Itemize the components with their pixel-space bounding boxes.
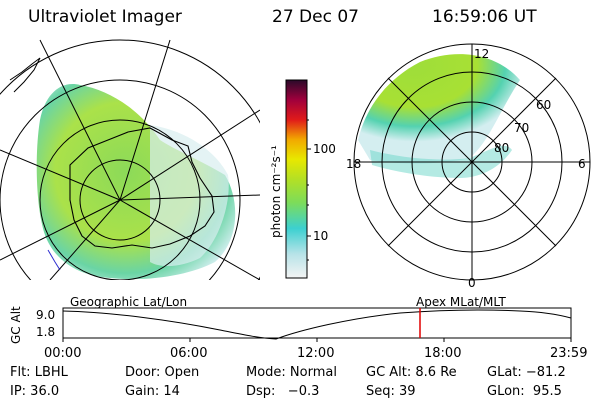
timeline-x-tick-1200: 12:00: [297, 346, 335, 361]
param-ip: IP: 36.0: [10, 384, 60, 399]
lat-label-80: 80: [494, 141, 510, 155]
mlt-label-12: 12: [474, 47, 490, 61]
param-filter: Flt: LBHL: [10, 365, 68, 380]
timeline-y-tick-9: 9.0: [36, 308, 56, 322]
param-seq: Seq: 39: [366, 384, 416, 399]
timeline-y-tick-1.8: 1.8: [36, 325, 56, 339]
date-label: 27 Dec 07: [272, 7, 359, 27]
param-glat: GLat: −81.2: [487, 365, 566, 380]
timeline-left-label: Geographic Lat/Lon: [70, 295, 188, 309]
timeline-right-label: Apex MLat/MLT: [416, 295, 506, 309]
param-dsp: Dsp: −0.3: [246, 384, 320, 399]
param-mode: Mode: Normal: [246, 365, 337, 380]
param-gc-alt: GC Alt: 8.6 Re: [366, 365, 457, 380]
mlt-label-18: 18: [346, 157, 362, 171]
mlt-label-6: 6: [578, 157, 586, 171]
param-gain: Gain: 14: [125, 384, 180, 399]
timeline-x-tick-1800: 18:00: [424, 346, 462, 361]
time-label: 16:59:06 UT: [432, 7, 537, 27]
timeline-y-label: GC Alt: [9, 306, 23, 344]
instrument-title: Ultraviolet Imager: [28, 7, 182, 27]
mlt-label-0: 0: [468, 276, 476, 290]
colorbar-tick-10: 10: [313, 229, 329, 243]
param-glon: GLon: 95.5: [487, 384, 562, 399]
lat-label-60: 60: [536, 98, 552, 112]
timeline-x-tick-0000: 00:00: [44, 346, 82, 361]
timeline-x-tick-2359: 23:59: [550, 346, 588, 361]
param-door: Door: Open: [125, 365, 200, 380]
colorbar-tick-100: 100: [313, 142, 336, 156]
timeline-x-tick-0600: 06:00: [170, 346, 208, 361]
lat-label-70: 70: [514, 121, 530, 135]
